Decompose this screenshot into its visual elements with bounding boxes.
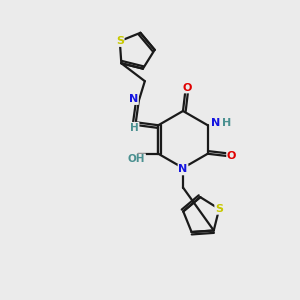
Text: O: O bbox=[227, 151, 236, 161]
Text: S: S bbox=[215, 204, 223, 214]
Text: O: O bbox=[182, 82, 192, 93]
Text: N: N bbox=[178, 164, 188, 175]
Text: N: N bbox=[129, 94, 138, 104]
Text: N: N bbox=[212, 118, 221, 128]
Text: H: H bbox=[222, 118, 231, 128]
Text: S: S bbox=[116, 36, 124, 46]
Text: OH: OH bbox=[128, 154, 145, 164]
Text: H: H bbox=[130, 123, 139, 133]
